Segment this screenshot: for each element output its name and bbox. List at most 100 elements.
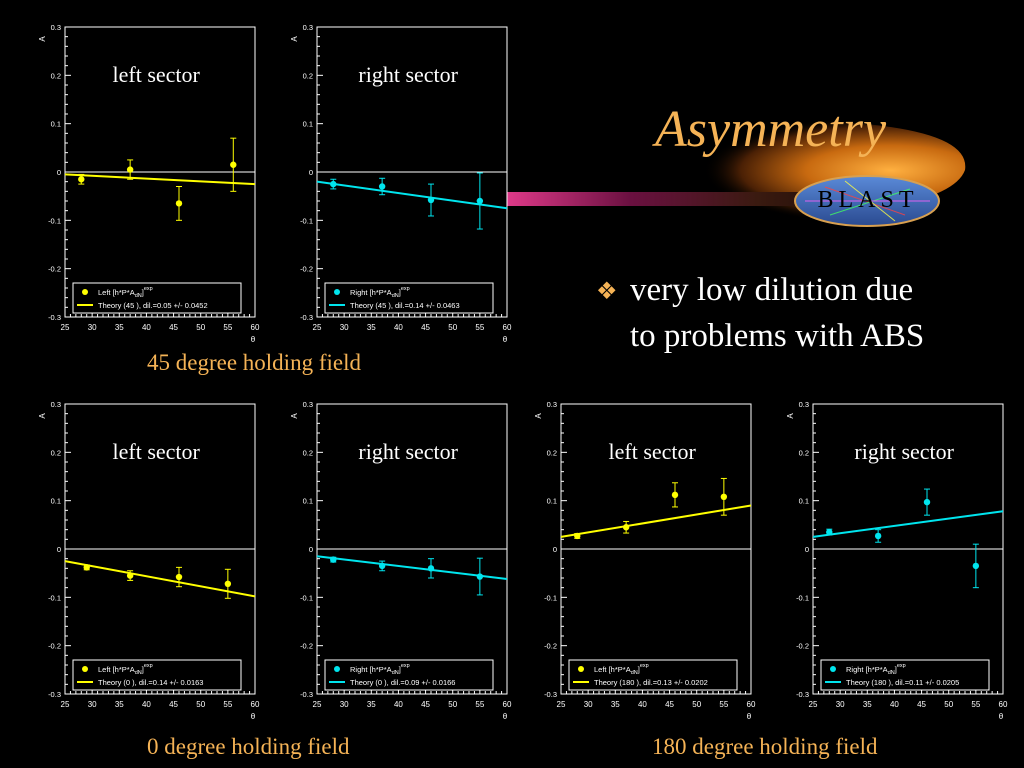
legend-data-label: Left [h*P*AdN]exp <box>98 663 153 676</box>
y-axis-label: A <box>290 413 299 419</box>
x-tick-label: 25 <box>313 323 322 332</box>
x-tick-label: 40 <box>142 700 151 709</box>
y-tick-label: 0.3 <box>51 400 61 409</box>
x-tick-label: 40 <box>394 323 403 332</box>
x-tick-label: 30 <box>584 700 593 709</box>
y-axis-label: A <box>534 413 543 419</box>
plot-45-right: -0.3 -0.2 -0.1 0 0.1 0.2 0.3 25 30 35 40 45 50 55 60 θ A… <box>282 20 514 350</box>
x-tick-label: 45 <box>169 323 178 332</box>
plot-180-left: -0.3 -0.2 -0.1 0 0.1 0.2 0.3 25 30 35 40 45 50 55 60 θ A… <box>526 397 758 727</box>
data-point <box>671 491 679 499</box>
data-point <box>923 498 931 506</box>
x-tick-label: 60 <box>503 323 512 332</box>
data-point <box>826 528 833 536</box>
legend-theory-label: Theory (0 ), dil.=0.09 +/- 0.0166 <box>350 678 455 687</box>
logo-text: BLAST <box>817 187 919 213</box>
x-tick-label: 45 <box>665 700 674 709</box>
legend-point-marker <box>82 666 88 672</box>
x-tick-label: 35 <box>863 700 872 709</box>
x-tick-label: 30 <box>88 323 97 332</box>
x-tick-label: 30 <box>88 700 97 709</box>
y-tick-label: -0.2 <box>300 265 313 274</box>
x-tick-label: 60 <box>747 700 756 709</box>
page-title: Asymmetry <box>655 101 887 158</box>
y-tick-label: 0.1 <box>303 497 313 506</box>
caption-0-degree: 0 degree holding field <box>147 734 350 759</box>
x-tick-label: 30 <box>836 700 845 709</box>
y-tick-label: 0.3 <box>547 400 557 409</box>
data-point <box>476 573 484 580</box>
data-point <box>622 524 630 531</box>
legend-point-marker <box>334 289 340 295</box>
y-tick-label: 0 <box>309 168 313 177</box>
sector-label: left sector <box>113 62 201 87</box>
x-tick-label: 45 <box>421 323 430 332</box>
y-tick-label: 0.1 <box>799 497 809 506</box>
title-graphic: BLAST <box>505 95 1024 235</box>
data-point <box>476 197 484 205</box>
x-axis-label: θ <box>747 712 752 721</box>
legend-point-marker <box>830 666 836 672</box>
y-tick-label: -0.3 <box>300 313 313 322</box>
plot-svg: -0.3 -0.2 -0.1 0 0.1 0.2 0.3 25 30 35 40 45 50 55 60 θ A… <box>786 400 1008 721</box>
sector-label: left sector <box>609 439 697 464</box>
y-tick-label: 0.3 <box>51 23 61 32</box>
sector-label: right sector <box>854 439 954 464</box>
x-tick-label: 25 <box>61 323 70 332</box>
y-tick-label: -0.3 <box>796 690 809 699</box>
x-tick-label: 40 <box>890 700 899 709</box>
legend-box <box>72 659 242 691</box>
y-tick-label: -0.2 <box>48 265 61 274</box>
x-tick-label: 25 <box>313 700 322 709</box>
legend-box <box>568 659 738 691</box>
x-tick-label: 55 <box>475 700 484 709</box>
x-tick-label: 50 <box>692 700 701 709</box>
y-axis-label: A <box>786 413 795 419</box>
legend-data-label: Left [h*P*AdN]exp <box>98 286 153 299</box>
x-tick-label: 35 <box>367 700 376 709</box>
data-point <box>175 200 183 207</box>
y-tick-label: -0.1 <box>544 593 557 602</box>
legend-point-marker <box>578 666 584 672</box>
theory-line <box>812 510 1004 538</box>
plot-180-right: -0.3 -0.2 -0.1 0 0.1 0.2 0.3 25 30 35 40 45 50 55 60 θ A… <box>778 397 1010 727</box>
data-point <box>427 196 435 204</box>
data-point <box>126 572 134 579</box>
x-tick-label: 60 <box>503 700 512 709</box>
y-tick-label: 0.3 <box>799 400 809 409</box>
x-tick-label: 25 <box>557 700 566 709</box>
y-tick-label: -0.3 <box>544 690 557 699</box>
y-tick-label: -0.2 <box>300 642 313 651</box>
y-tick-label: -0.1 <box>300 216 313 225</box>
data-point <box>720 493 728 500</box>
logo-tracks <box>805 180 930 222</box>
plot-svg: -0.3 -0.2 -0.1 0 0.1 0.2 0.3 25 30 35 40 45 50 55 60 θ A… <box>290 400 512 721</box>
bullet-line-1: very low dilution due <box>630 272 914 308</box>
y-tick-label: -0.3 <box>48 313 61 322</box>
y-tick-label: -0.2 <box>796 642 809 651</box>
x-tick-label: 50 <box>196 323 205 332</box>
y-tick-label: 0.2 <box>303 71 313 80</box>
bullet-marker: ❖ <box>596 279 618 305</box>
y-tick-label: -0.3 <box>48 690 61 699</box>
y-axis-label: A <box>290 36 299 42</box>
legend-data-label: Right [h*P*AdN]exp <box>846 663 906 676</box>
x-tick-label: 25 <box>61 700 70 709</box>
y-tick-label: -0.1 <box>796 593 809 602</box>
y-tick-label: 0.1 <box>51 497 61 506</box>
y-tick-label: 0.1 <box>51 120 61 129</box>
data-point <box>126 166 134 173</box>
x-tick-label: 60 <box>251 700 260 709</box>
legend-box <box>324 659 494 691</box>
caption-45-degree: 45 degree holding field <box>147 350 361 375</box>
data-point <box>874 532 882 540</box>
sector-label: left sector <box>113 439 201 464</box>
x-tick-label: 30 <box>340 700 349 709</box>
y-tick-label: 0 <box>57 545 61 554</box>
x-tick-label: 50 <box>448 700 457 709</box>
plot-svg: -0.3 -0.2 -0.1 0 0.1 0.2 0.3 25 30 35 40 45 50 55 60 θ A… <box>38 23 260 344</box>
theory-line <box>316 180 508 210</box>
plot-45-left: -0.3 -0.2 -0.1 0 0.1 0.2 0.3 25 30 35 40 45 50 55 60 θ A… <box>30 20 262 350</box>
x-tick-label: 35 <box>115 700 124 709</box>
legend-theory-label: Theory (180 ), dil.=0.11 +/- 0.0205 <box>846 678 959 687</box>
